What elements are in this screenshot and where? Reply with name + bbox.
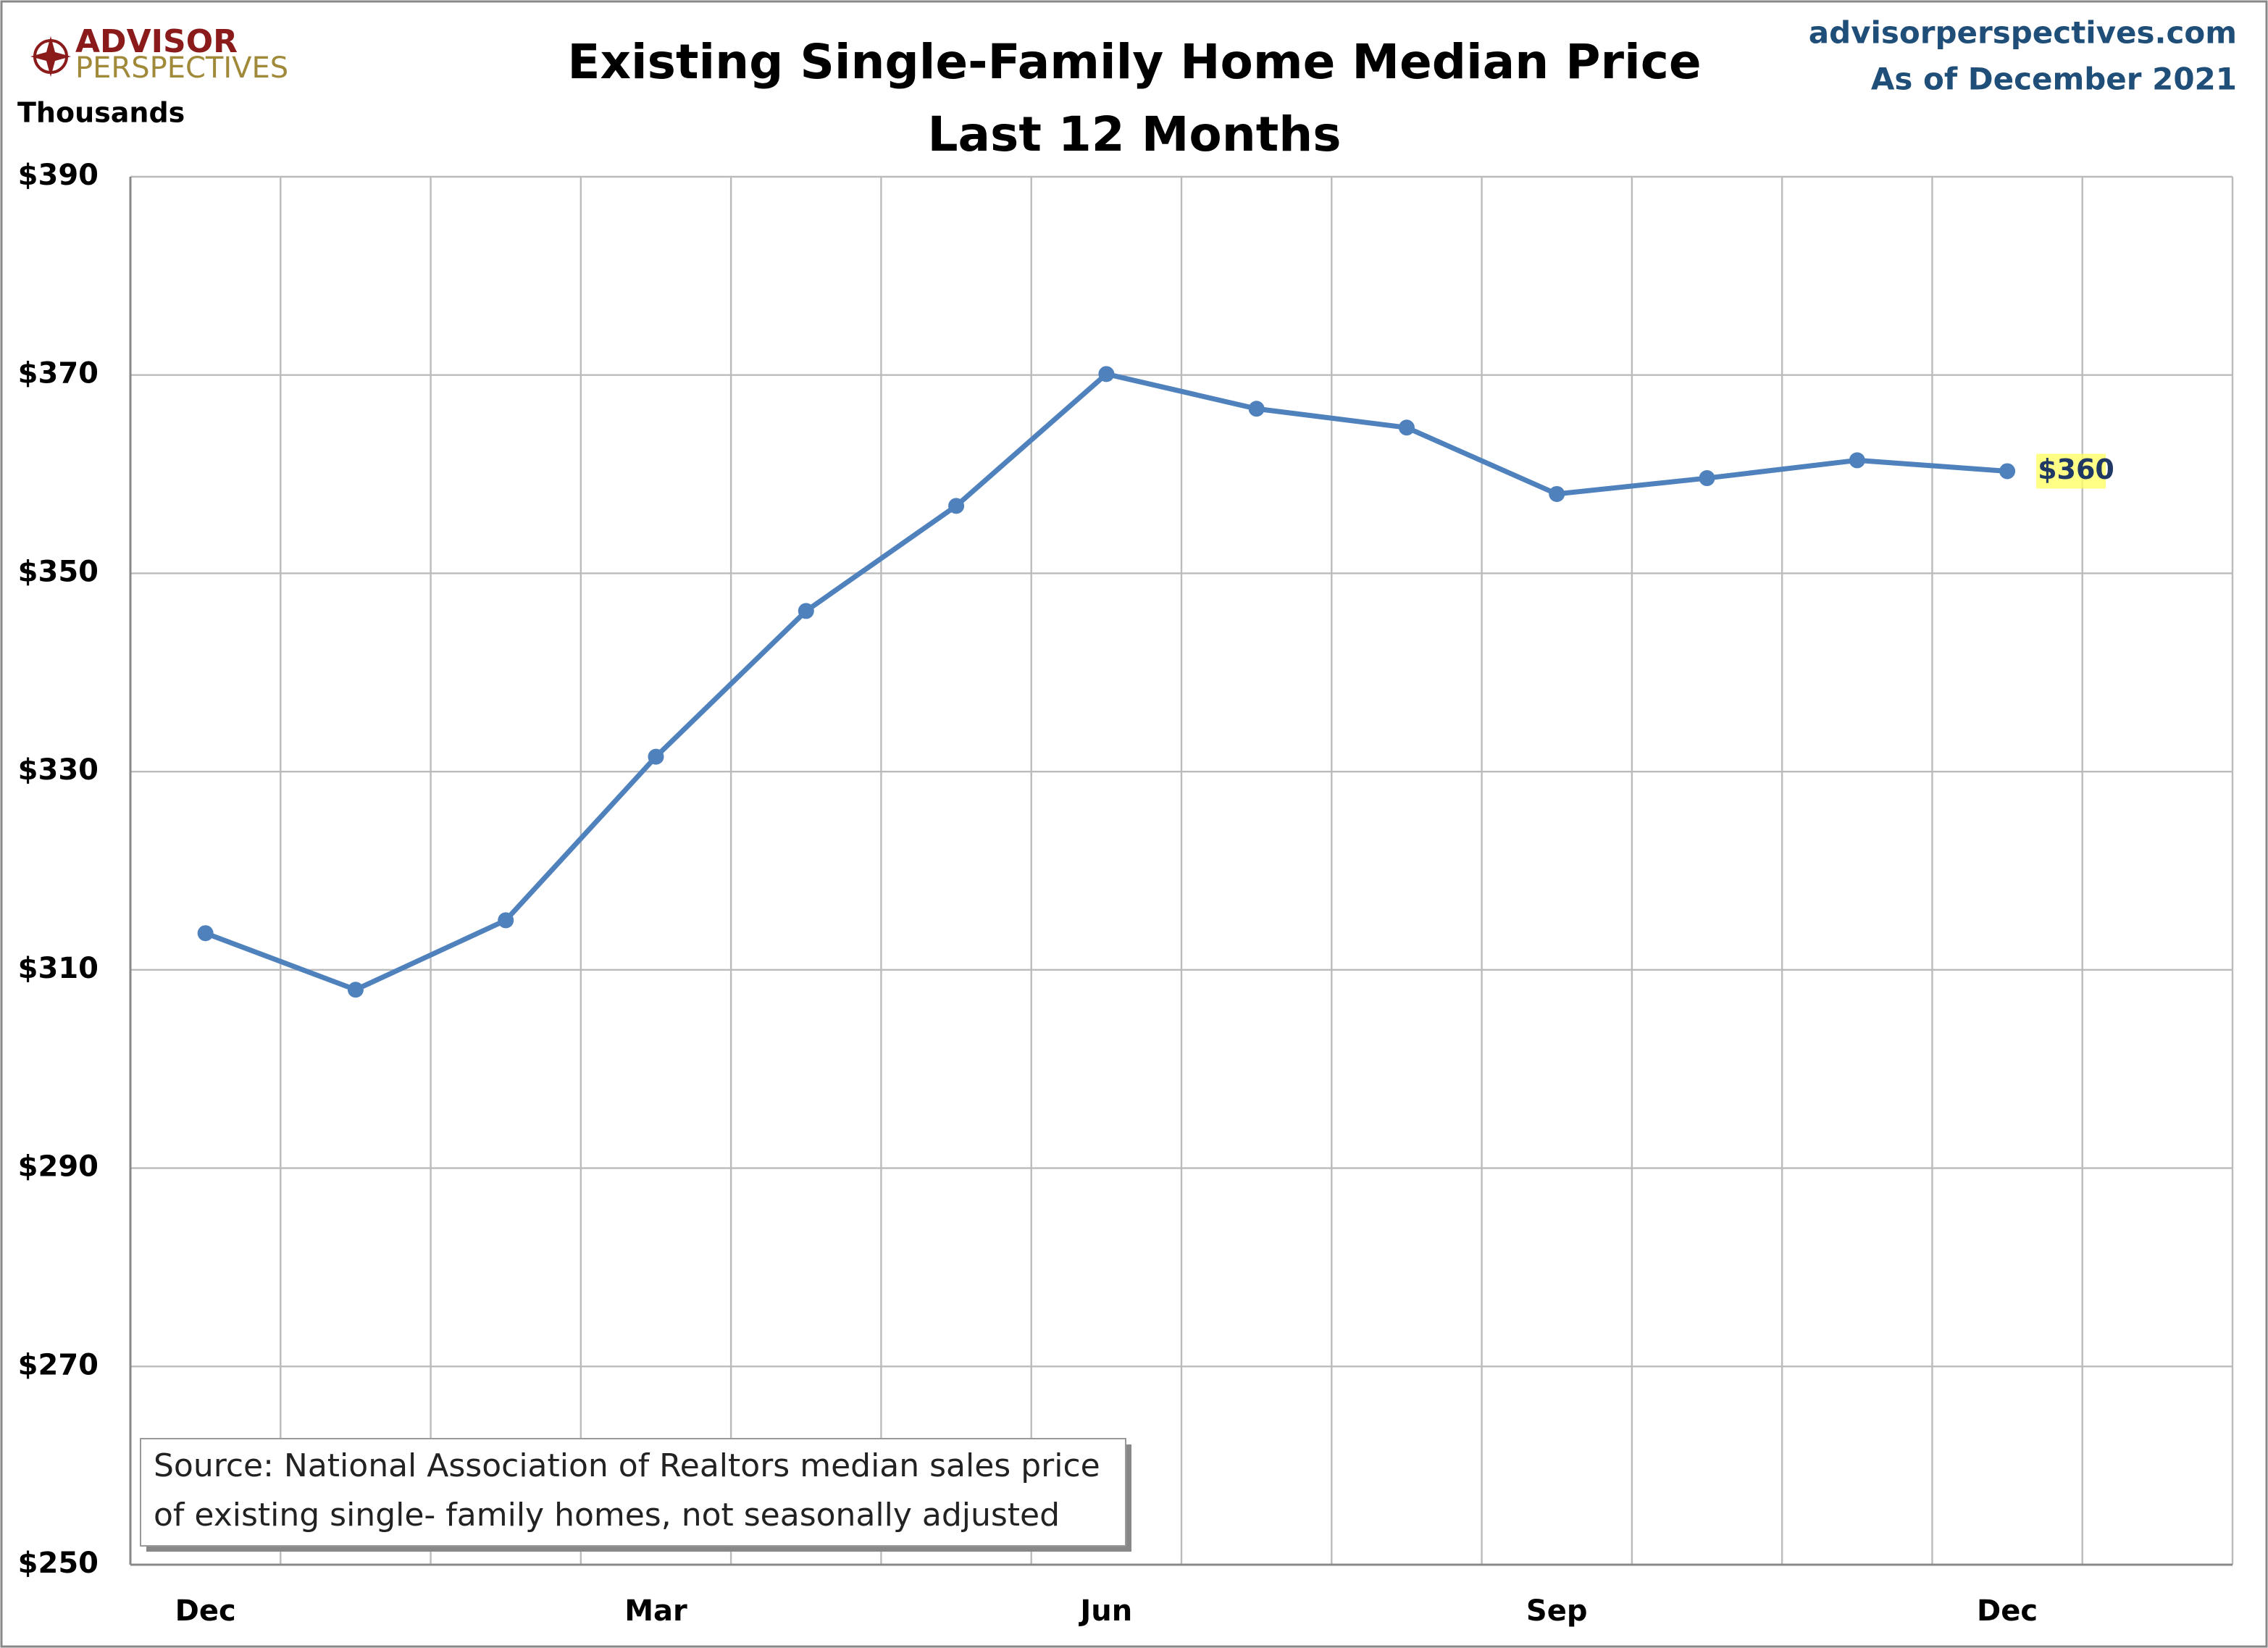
data-point [648,748,664,765]
note-text: Source: National Association of Realtors… [154,1447,1100,1484]
y-tick-label: $350 [18,555,99,588]
value-label-highlight [2036,453,2106,489]
x-tick-label: Dec [1977,1594,2038,1628]
y-tick-label: $250 [18,1547,99,1580]
data-point [347,982,364,998]
data-point [1549,485,1565,502]
x-tick-label: Dec [175,1594,236,1628]
data-point [798,603,814,619]
data-point [1248,401,1265,417]
note-box: Source: National Association of Realtors… [140,1438,1131,1552]
data-point [948,498,965,514]
y-tick-label: $290 [18,1150,99,1184]
y-tick-label: $270 [18,1348,99,1381]
data-point [1398,419,1415,436]
y-tick-label: $310 [18,952,99,985]
data-point [197,925,214,942]
data-point [1999,463,2016,480]
chart-subtitle: Last 12 Months [927,106,1341,162]
logo-star [30,36,71,77]
x-tick-label: Mar [624,1594,687,1628]
data-point [1849,452,1865,469]
plot-area: $250 $270 $290 $310 $330 $350 $370 $390 Dec Mar Ju… [18,159,2234,1628]
website: advisorperspectives.com [1809,15,2237,51]
logo-text: PERSPECTIVES [75,51,288,85]
logo-text: ADVISOR [75,23,238,60]
note-text: of existing single- family homes, not se… [154,1497,1060,1534]
data-point [1699,470,1715,487]
y-axis-label: Thousands [17,97,185,129]
logo: ADVISOR PERSPECTIVES [30,23,288,85]
note-frame [140,1438,1126,1547]
x-tick-label: Jun [1078,1594,1132,1628]
data-point [498,912,514,929]
y-tick-label: $390 [18,159,99,192]
value-label: $360 [2038,453,2114,485]
chart-title: Existing Single-Family Home Median Price [567,34,1701,90]
y-tick-label: $330 [18,753,99,787]
x-tick-label: Sep [1526,1594,1588,1628]
data-point [1098,366,1115,382]
y-tick-label: $370 [18,357,99,390]
date-note: As of December 2021 [1871,62,2237,97]
